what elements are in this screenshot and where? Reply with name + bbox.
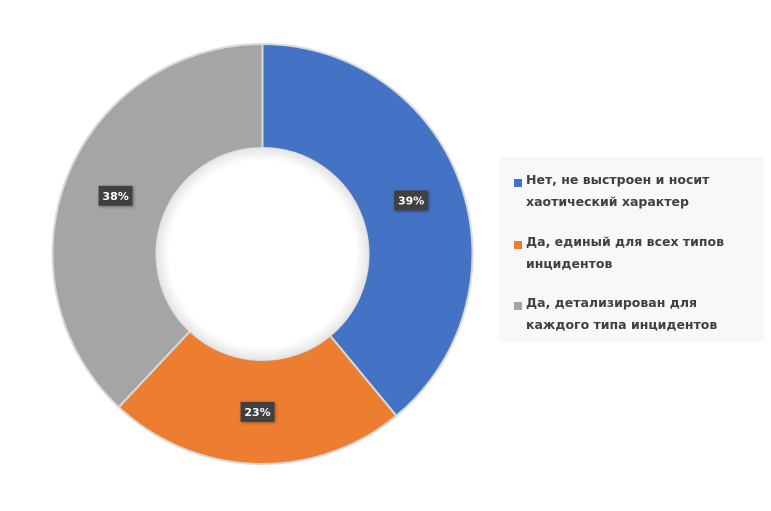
legend-item-detailed[interactable]: Да, детализирован для каждого типа инцид…	[514, 295, 759, 336]
data-label-box	[98, 185, 133, 206]
data-label-text: 38%	[102, 190, 128, 203]
data-label-1: 23%	[240, 401, 275, 422]
legend-swatch-gray	[514, 302, 522, 310]
legend-label: Да, единый для всех типов инцидентов	[526, 234, 725, 271]
slice-2[interactable]	[51, 42, 264, 409]
legend-item-not-built[interactable]: Нет, не выстроен и носит хаотический хар…	[514, 172, 759, 213]
data-label-2: 38%	[98, 185, 133, 206]
data-label-box	[240, 401, 275, 422]
legend-label: Нет, не выстроен и носит хаотический хар…	[526, 172, 710, 209]
legend-swatch-blue	[514, 179, 522, 187]
data-label-text: 39%	[398, 194, 424, 207]
data-label-0: 39%	[394, 190, 429, 211]
doughnut-hole	[156, 148, 369, 360]
legend: Нет, не выстроен и носит хаотический хар…	[499, 157, 764, 342]
legend-item-unified[interactable]: Да, единый для всех типов инцидентов	[514, 234, 759, 275]
data-label-box	[394, 190, 429, 211]
legend-swatch-orange	[514, 241, 522, 249]
data-label-text: 23%	[244, 406, 270, 419]
legend-label: Да, детализирован для каждого типа инцид…	[526, 295, 718, 332]
